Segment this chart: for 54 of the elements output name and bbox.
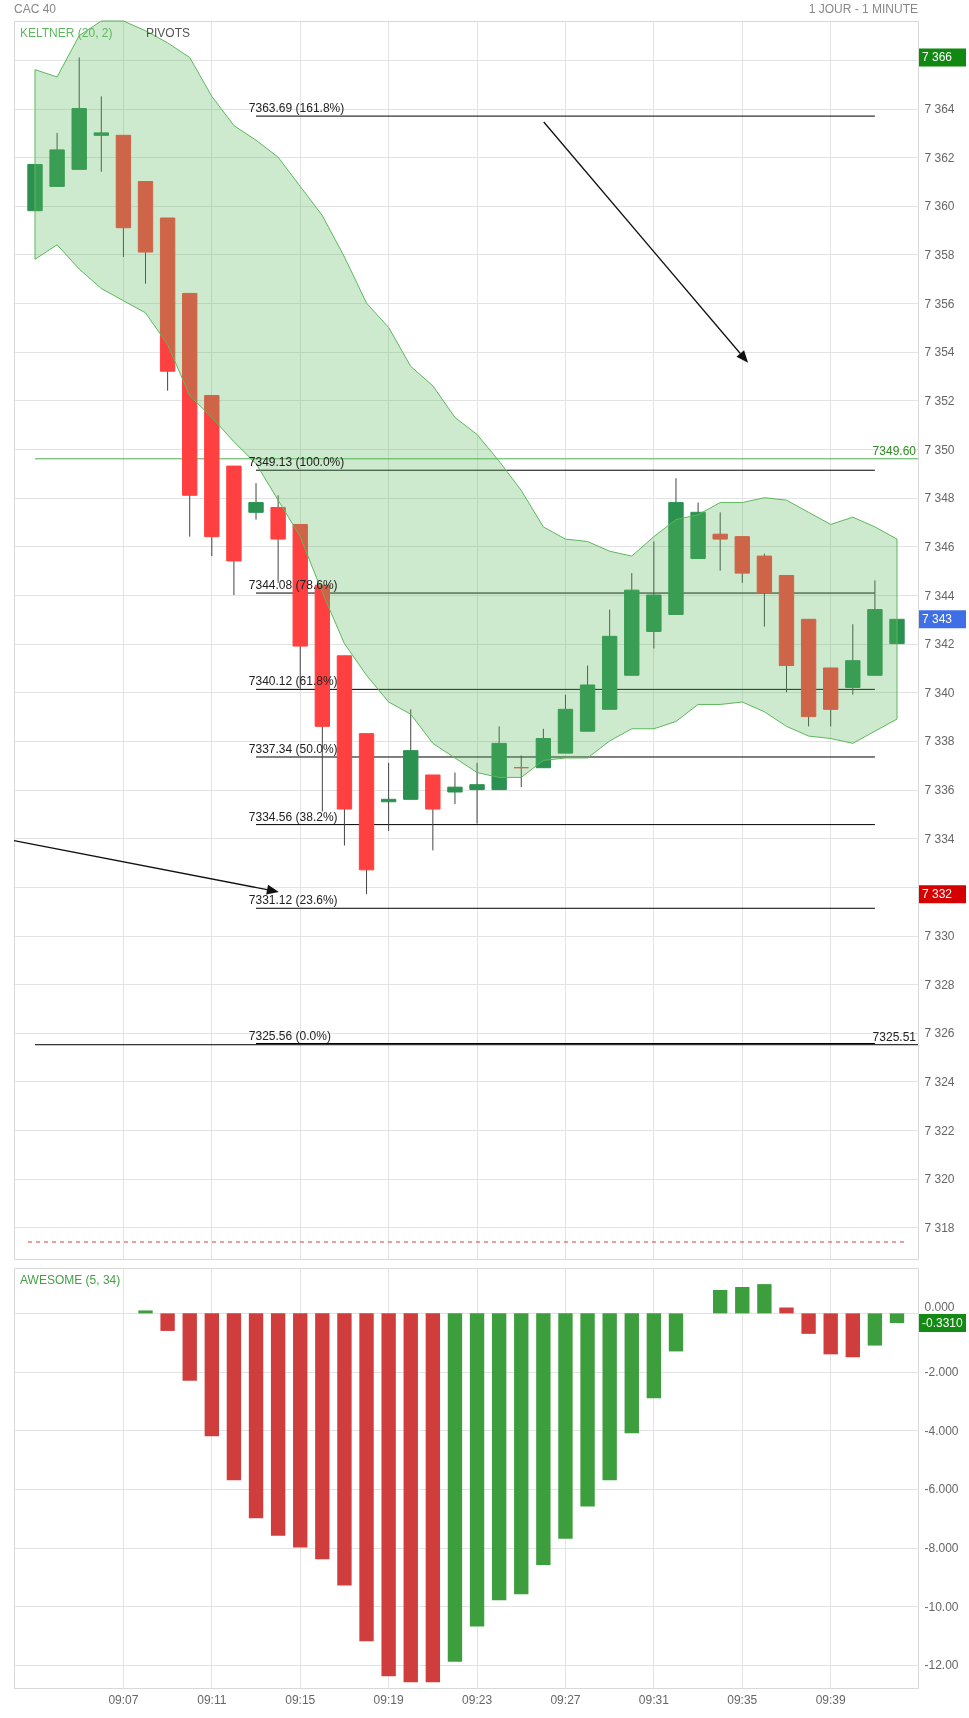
ref-line-label: 7325.56 (0.0%): [248, 1028, 331, 1043]
y-tick-label: -2.000: [924, 1365, 959, 1380]
x-tick-label: 09:35: [727, 1692, 758, 1707]
y-tick-label: 7 352: [924, 393, 955, 408]
x-tick-label: 09:39: [815, 1692, 847, 1707]
x-tick-label: 09:11: [197, 1692, 227, 1707]
text: 7 343: [922, 612, 953, 627]
y-tick-label: 7 348: [924, 491, 955, 506]
x-tick-label: 09:23: [462, 1692, 493, 1707]
y-tick-label: 7 350: [924, 442, 955, 457]
x-tick-label: 09:19: [373, 1692, 404, 1707]
y-tick-label: -6.000: [924, 1482, 959, 1497]
x-tick-label: 09:15: [285, 1692, 316, 1707]
y-tick-label: 7 354: [924, 345, 955, 360]
y-tick-label: 7 334: [924, 831, 955, 846]
y-tick-label: 7 322: [924, 1123, 955, 1138]
y-tick-label: 7 330: [924, 929, 955, 944]
y-tick-label: 7 360: [924, 199, 955, 214]
text: 7 366: [922, 50, 953, 65]
y-tick-label: 7 362: [924, 150, 955, 165]
y-tick-label: 7 340: [924, 685, 955, 700]
y-tick-label: 7 336: [924, 783, 955, 798]
text: -0.3310: [922, 1316, 964, 1331]
ref-line-label: 7349.13 (100.0%): [248, 455, 345, 470]
y-tick-label: 7 320: [924, 1172, 955, 1187]
y-tick-label: 7 364: [924, 102, 955, 117]
y-tick-label: 7 326: [924, 1026, 955, 1041]
y-tick-label: 7 358: [924, 247, 955, 262]
text: 7 332: [922, 887, 953, 902]
chart-title: CAC 40: [14, 1, 57, 18]
y-tick-label: -10.00: [924, 1599, 959, 1614]
annotation: PIVOTS: [146, 26, 191, 40]
y-tick-label: -8.000: [924, 1541, 959, 1556]
y-tick-label: 7 356: [924, 296, 955, 311]
y-tick-label: 7 318: [924, 1220, 955, 1235]
y-tick-label: 7 342: [924, 637, 955, 652]
y-tick-label: 7 346: [924, 539, 955, 554]
chart-subtitle: 1 JOUR - 1 MINUTE: [808, 1, 918, 18]
y-tick-label: 7 328: [924, 977, 955, 992]
y-tick-label: 7 324: [924, 1074, 955, 1089]
x-tick-label: 09:31: [638, 1692, 670, 1707]
ref-line-label: 7349.60: [872, 443, 917, 458]
x-tick-label: 09:27: [550, 1692, 581, 1707]
chart-title: AWESOME (5, 34): [20, 1273, 121, 1287]
y-tick-label: -12.00: [924, 1658, 959, 1673]
y-tick-label: 7 338: [924, 734, 955, 749]
y-tick-label: 7 344: [924, 588, 955, 603]
y-tick-label: 0.000: [924, 1299, 955, 1314]
x-tick-label: 09:07: [108, 1692, 139, 1707]
ref-line-label: 7331.12 (23.6%): [248, 893, 338, 908]
ref-line-label: 7334.56 (38.2%): [248, 809, 338, 824]
y-tick-label: -4.000: [924, 1423, 959, 1438]
ref-line-label: 7325.51: [872, 1029, 917, 1044]
ref-line-label: 7363.69 (161.8%): [248, 101, 345, 116]
